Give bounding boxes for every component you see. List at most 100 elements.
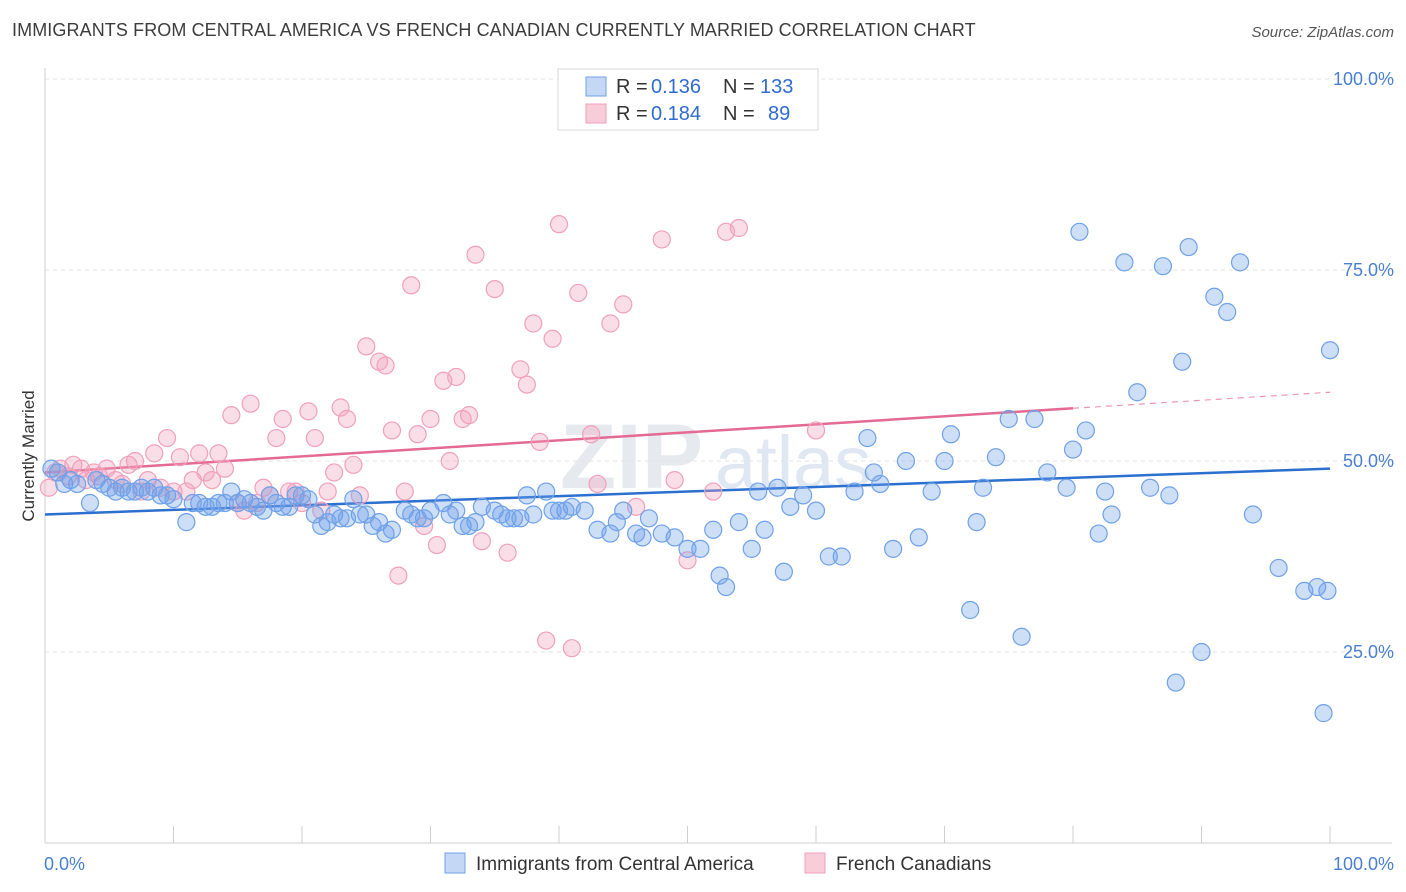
legend-n-label-1: N =: [723, 76, 755, 98]
point-central-america: [1089, 524, 1108, 543]
point-central-america: [1128, 383, 1147, 402]
point-french-canadian: [447, 367, 466, 387]
point-central-america: [1057, 478, 1076, 497]
point-central-america: [1269, 558, 1288, 578]
data-points: [39, 215, 1340, 723]
point-central-america: [1314, 704, 1333, 723]
point-central-america: [164, 490, 183, 509]
point-french-canadian: [729, 218, 749, 238]
trend-line-solid-1: [44, 407, 1074, 474]
point-french-canadian: [427, 535, 447, 555]
point-central-america: [209, 493, 228, 513]
point-french-canadian: [582, 425, 601, 444]
point-central-america: [704, 520, 723, 539]
point-french-canadian: [485, 280, 504, 299]
point-french-canadian: [190, 444, 209, 463]
point-central-america: [1192, 642, 1211, 662]
point-central-america: [447, 501, 466, 520]
point-french-canadian: [704, 482, 723, 501]
point-central-america: [639, 509, 659, 528]
point-central-america: [537, 482, 556, 501]
point-french-canadian: [241, 394, 260, 413]
point-central-america: [961, 600, 980, 620]
point-central-america: [845, 482, 864, 501]
point-french-canadian: [196, 463, 215, 482]
legend-n-label-2: N =: [723, 103, 755, 125]
point-french-canadian: [601, 314, 620, 333]
point-central-america: [260, 486, 279, 505]
legend-n-value-1: 133: [760, 76, 793, 98]
point-french-canadian: [402, 276, 421, 295]
chart-title: IMMIGRANTS FROM CENTRAL AMERICA VS FRENC…: [12, 20, 976, 40]
point-central-america: [331, 509, 350, 528]
point-french-canadian: [222, 406, 241, 425]
point-central-america: [575, 501, 594, 520]
series-legend: Immigrants from Central America French C…: [444, 852, 991, 875]
point-french-canadian: [421, 409, 440, 429]
point-french-canadian: [273, 409, 292, 429]
point-french-canadian: [537, 631, 556, 650]
point-central-america: [273, 497, 292, 516]
point-central-america: [941, 425, 961, 444]
trend-line-solid-0: [44, 467, 1331, 516]
y-tick-label: 100.0%: [1333, 69, 1394, 89]
y-tick-label: 75.0%: [1343, 260, 1394, 280]
bottom-legend-label-blue: Immigrants from Central America: [476, 854, 754, 875]
point-central-america: [498, 509, 517, 528]
point-french-canadian: [215, 459, 234, 478]
point-central-america: [1025, 409, 1044, 429]
point-french-canadian: [466, 245, 485, 264]
point-central-america: [363, 516, 382, 536]
point-central-america: [177, 513, 196, 532]
point-french-canadian: [305, 428, 324, 448]
point-central-america: [871, 474, 890, 494]
point-french-canadian: [549, 215, 569, 234]
point-central-america: [1205, 287, 1224, 306]
legend-swatch-pink: [585, 103, 607, 124]
point-french-canadian: [299, 402, 318, 421]
point-french-canadian: [125, 451, 145, 471]
point-french-canadian: [331, 398, 350, 417]
point-central-america: [1318, 581, 1337, 600]
point-central-america: [1153, 257, 1173, 276]
point-central-america: [1243, 505, 1263, 524]
point-french-canadian: [472, 532, 491, 551]
point-central-america: [729, 513, 749, 532]
point-central-america: [922, 482, 941, 501]
point-french-canadian: [665, 471, 684, 490]
point-central-america: [524, 505, 543, 524]
legend-r-value-1: 0.136: [651, 76, 701, 98]
point-central-america: [742, 539, 761, 558]
point-central-america: [1173, 352, 1192, 371]
point-french-canadian: [344, 455, 363, 474]
stats-legend: R = 0.136 N = 133 R = 0.184 N = 89: [557, 68, 819, 131]
point-french-canadian: [395, 482, 414, 501]
point-central-america: [1218, 302, 1237, 322]
point-central-america: [1070, 222, 1089, 241]
point-central-america: [864, 463, 883, 482]
point-french-canadian: [357, 337, 376, 356]
point-french-canadian: [157, 428, 177, 448]
point-french-canadian: [588, 474, 607, 494]
point-french-canadian: [524, 314, 543, 333]
legend-r-label-2: R =: [616, 103, 648, 125]
point-central-america: [1115, 253, 1134, 272]
point-central-america: [1012, 627, 1031, 646]
point-central-america: [935, 451, 954, 471]
point-central-america: [299, 490, 318, 509]
point-central-america: [1038, 463, 1057, 482]
point-central-america: [716, 577, 736, 597]
point-french-canadian: [254, 478, 273, 497]
point-central-america: [896, 451, 916, 471]
point-french-canadian: [318, 482, 337, 501]
point-central-america: [819, 547, 838, 566]
point-central-america: [215, 493, 234, 513]
point-french-canadian: [170, 448, 190, 467]
point-central-america: [633, 528, 652, 547]
point-central-america: [466, 513, 485, 532]
y-tick-label: 50.0%: [1343, 451, 1394, 471]
point-central-america: [774, 562, 793, 581]
point-central-america: [1179, 237, 1198, 257]
source-label: Source: ZipAtlas.com: [1251, 24, 1394, 41]
point-central-america: [517, 486, 536, 505]
